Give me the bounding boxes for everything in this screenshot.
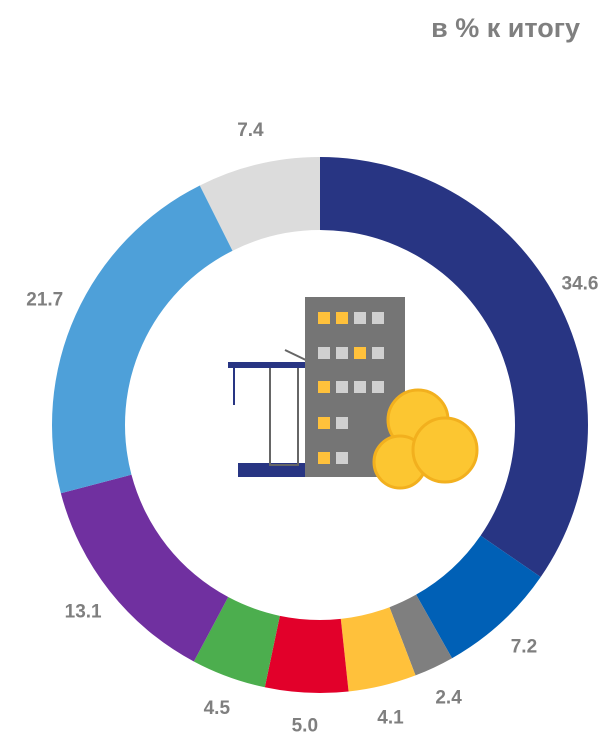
donut-segment: [320, 157, 588, 578]
data-label: 7.2: [511, 637, 537, 658]
donut-segment: [52, 185, 233, 494]
data-label: 2.4: [435, 687, 462, 708]
chart-title: в % к итогу: [431, 13, 580, 43]
donut-segment: [340, 607, 416, 692]
center-icon: [228, 297, 479, 490]
data-label: 21.7: [26, 290, 63, 311]
data-label: 34.6: [562, 274, 599, 295]
data-label: 7.4: [237, 120, 264, 141]
donut-segment: [416, 535, 541, 659]
data-label: 13.1: [65, 601, 102, 622]
donut-segment: [193, 597, 280, 688]
donut-segment: [264, 615, 349, 694]
data-label: 4.5: [204, 698, 231, 719]
donut-segment: [389, 594, 453, 676]
donut-segment: [199, 157, 320, 251]
data-label: 5.0: [292, 716, 318, 737]
data-label: 4.1: [377, 708, 404, 729]
donut-segment: [60, 474, 229, 662]
